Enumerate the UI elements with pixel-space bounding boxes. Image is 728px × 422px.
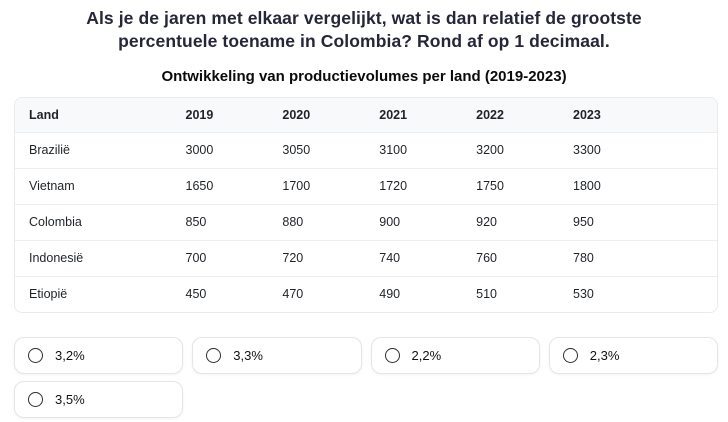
value-cell: 920 — [462, 203, 560, 241]
table-row: Indonesië 700 720 740 760 780 — [15, 239, 717, 277]
value-cell: 880 — [268, 203, 366, 241]
data-table: Land 2019 2020 2021 2022 2023 Brazilië 3… — [15, 97, 717, 312]
value-cell: 850 — [171, 203, 269, 241]
column-header: 2023 — [559, 97, 717, 133]
value-cell: 450 — [171, 275, 269, 312]
answer-option[interactable]: 2,3% — [548, 336, 718, 374]
answer-option[interactable]: 3,5% — [14, 380, 184, 418]
option-label: 3,5% — [55, 391, 85, 407]
value-cell: 510 — [462, 275, 560, 312]
country-cell: Vietnam — [15, 167, 172, 205]
country-cell: Colombia — [15, 203, 172, 241]
answer-option[interactable]: 3,2% — [14, 336, 184, 374]
value-cell: 470 — [268, 275, 366, 312]
answer-option[interactable]: 2,2% — [370, 336, 540, 374]
column-header: 2021 — [365, 97, 463, 133]
value-cell: 1800 — [559, 167, 717, 205]
value-cell: 720 — [268, 239, 366, 277]
value-cell: 1650 — [171, 167, 269, 205]
radio-icon[interactable] — [206, 347, 222, 363]
radio-icon[interactable] — [28, 391, 43, 407]
column-header: 2022 — [462, 97, 560, 133]
value-cell: 780 — [559, 239, 717, 277]
option-label: 2,2% — [411, 347, 442, 363]
value-cell: 490 — [365, 275, 463, 312]
answer-option[interactable]: 3,3% — [192, 336, 362, 374]
option-label: 3,2% — [55, 347, 85, 363]
radio-icon[interactable] — [562, 347, 578, 363]
column-header: 2020 — [268, 97, 366, 133]
column-header: 2019 — [171, 97, 269, 133]
value-cell: 1700 — [268, 167, 366, 205]
value-cell: 3050 — [268, 131, 366, 169]
radio-icon[interactable] — [28, 347, 43, 363]
value-cell: 1720 — [365, 167, 463, 205]
value-cell: 950 — [559, 203, 717, 241]
value-cell: 760 — [462, 239, 560, 277]
value-cell: 700 — [171, 239, 269, 277]
table-row: Etiopië 450 470 490 510 530 — [15, 275, 717, 312]
table-header-row: Land 2019 2020 2021 2022 2023 — [15, 97, 717, 133]
value-cell: 530 — [559, 275, 717, 312]
value-cell: 1750 — [462, 167, 560, 205]
table-row: Vietnam 1650 1700 1720 1750 1800 — [15, 167, 717, 205]
options-row-1: 3,2% 3,3% 2,2% 2,3% — [14, 336, 718, 374]
column-header: Land — [15, 97, 172, 133]
country-cell: Etiopië — [15, 275, 172, 312]
option-label: 2,3% — [589, 347, 620, 363]
data-table-card: Land 2019 2020 2021 2022 2023 Brazilië 3… — [14, 96, 718, 313]
value-cell: 3000 — [171, 131, 269, 169]
country-cell: Brazilië — [15, 131, 172, 169]
value-cell: 3100 — [365, 131, 463, 169]
table-title: Ontwikkeling van productievolumes per la… — [161, 67, 567, 85]
options-row-2: 3,5% — [14, 380, 718, 418]
value-cell: 900 — [365, 203, 463, 241]
question-text: Als je de jaren met elkaar vergelijkt, w… — [86, 8, 642, 52]
value-cell: 740 — [365, 239, 463, 277]
table-row: Brazilië 3000 3050 3100 3200 3300 — [15, 131, 717, 169]
table-row: Colombia 850 880 900 920 950 — [15, 203, 717, 241]
country-cell: Indonesië — [15, 239, 172, 277]
radio-icon[interactable] — [384, 347, 400, 363]
value-cell: 3200 — [462, 131, 560, 169]
value-cell: 3300 — [559, 131, 717, 169]
option-label: 3,3% — [233, 347, 263, 363]
